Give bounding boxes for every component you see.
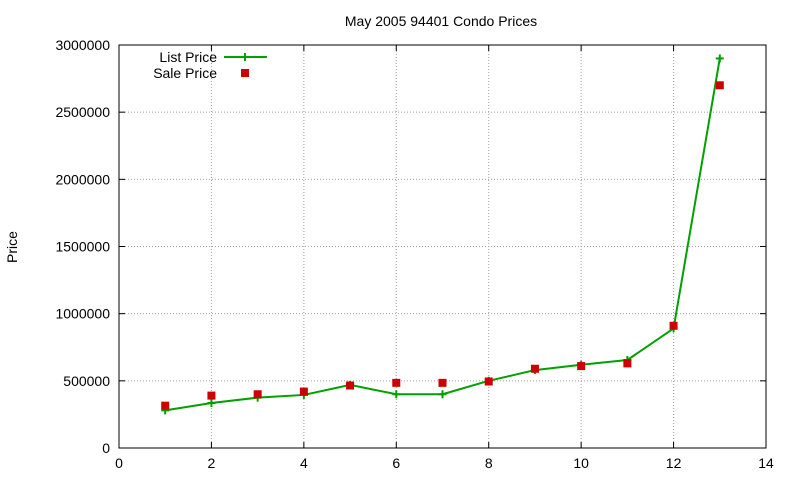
- legend-swatch-sale-price: [241, 69, 249, 77]
- y-tick-label: 500000: [63, 373, 110, 389]
- x-tick-label: 12: [666, 455, 682, 471]
- sale-price-point: [577, 362, 586, 371]
- y-tick-label: 1000000: [55, 306, 110, 322]
- x-tick-label: 4: [300, 455, 308, 471]
- x-tick-label: 2: [208, 455, 216, 471]
- sale-price-point: [346, 381, 355, 390]
- list-price-line: [165, 58, 721, 412]
- sale-price-point: [669, 321, 678, 330]
- sale-price-point: [623, 359, 632, 368]
- y-tick-label: 1500000: [55, 239, 110, 255]
- sale-price-point: [715, 81, 724, 90]
- x-tick-label: 14: [758, 455, 774, 471]
- list-price-point: [392, 390, 401, 399]
- y-tick-label: 2000000: [55, 171, 110, 187]
- sale-price-point: [392, 378, 401, 387]
- sale-price-point: [299, 387, 308, 396]
- sale-price-point: [438, 378, 447, 387]
- list-price-point: [207, 398, 216, 407]
- x-tick-label: 10: [573, 455, 589, 471]
- y-tick-label: 3000000: [55, 37, 110, 53]
- sale-price-point: [207, 391, 216, 400]
- chart-title: May 2005 94401 Condo Prices: [345, 13, 537, 29]
- series-layer: [161, 54, 724, 415]
- sale-price-point: [161, 401, 170, 410]
- x-tick-label: 6: [392, 455, 400, 471]
- sale-price-point: [530, 364, 539, 373]
- legend-label-sale-price: Sale Price: [153, 65, 217, 81]
- sale-price-point: [484, 377, 493, 386]
- y-axis-label: Price: [4, 231, 20, 263]
- y-tick-label: 0: [102, 440, 110, 456]
- x-tick-label: 0: [115, 455, 123, 471]
- legend-marker-list-price: [241, 53, 249, 61]
- list-price-point: [438, 390, 447, 399]
- x-tick-label: 8: [485, 455, 493, 471]
- grid: [119, 45, 766, 448]
- legend-label-list-price: List Price: [159, 49, 217, 65]
- axis-ticks: 0 2 4 6 8 10 12 14 0 500000 1000000 1500000 2000000 2…: [55, 37, 774, 471]
- list-price-point: [715, 54, 724, 63]
- sale-price-point: [253, 390, 262, 399]
- y-tick-label: 2500000: [55, 104, 110, 120]
